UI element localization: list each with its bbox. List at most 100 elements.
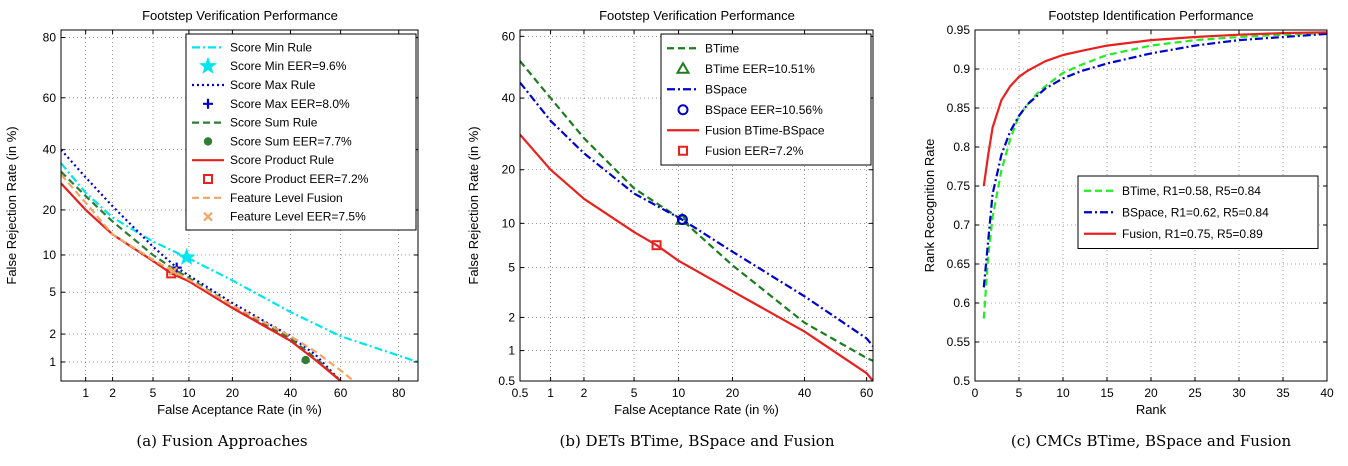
y-tick-label: 0.6: [953, 296, 970, 310]
figure-caption: (c) CMCs BTime, BSpace and Fusion: [1011, 432, 1292, 450]
x-tick-label: 2: [581, 386, 588, 400]
legend-label: Feature Level EER=7.5%: [230, 210, 366, 224]
x-tick-label: 60: [860, 386, 874, 400]
x-tick-label: 40: [798, 386, 812, 400]
chart-panel-3: 0 5 10 15 20 25 30 35 40 0.5 0.55 0.6 0.65 0.7 0.75 0.8…: [922, 8, 1334, 450]
x-tick-label: 20: [1144, 386, 1158, 400]
series-group: [520, 60, 873, 381]
legend-label: Score Min EER=9.6%: [230, 59, 347, 73]
chart-panel-2: 0.5 1 2 5 10 20 40 60 0.5 1 2 5 10 20 40 60 Footstep Ver…: [466, 8, 874, 450]
y-tick-label: 0.75: [947, 179, 971, 193]
series-line: [61, 182, 342, 381]
legend-swatch: [203, 211, 213, 222]
legend-label: Score Sum Rule: [230, 116, 318, 130]
y-tick-label: 40: [43, 143, 57, 157]
plot-frame: [60, 29, 419, 382]
legend-label: BSpace EER=10.56%: [705, 103, 823, 117]
y-tick-label: 10: [502, 216, 516, 230]
legend-box: [185, 33, 417, 231]
chart-panel-1: 1 2 5 10 20 40 60 80 1 2 5 10 20 40 60 80 Footstep Verif…: [4, 8, 419, 450]
legend-swatch: [678, 145, 688, 156]
legend-label: BSpace, R1=0.62, R5=0.84: [1122, 205, 1269, 219]
legend-label: Score Sum EER=7.7%: [230, 134, 352, 148]
x-tick-label: 80: [392, 386, 406, 400]
x-tick-label: 30: [1232, 386, 1246, 400]
eer-marker: [168, 266, 179, 276]
x-axis-label: Rank: [1136, 402, 1167, 417]
y-axis-label: False Rejection Rate (in %): [466, 126, 481, 284]
y-tick-label: 0.8: [953, 140, 970, 154]
x-tick-label: 60: [334, 386, 348, 400]
y-tick-label: 40: [502, 91, 516, 105]
legend-box: [660, 33, 872, 166]
x-tick-label: 10: [1056, 386, 1070, 400]
x-axis-label: False Aceptance Rate (in %): [614, 402, 779, 417]
y-tick-label: 0.65: [947, 257, 971, 271]
legend-label: Fusion, R1=0.75, R5=0.89: [1122, 227, 1263, 241]
legend: BTime BTime EER=10.51% BSpace BSpace EER=10…: [660, 33, 872, 166]
y-tick-label: 0.7: [953, 218, 970, 232]
x-tick-label: 1: [82, 386, 89, 400]
y-axis-label: False Rejection Rate (in %): [4, 126, 19, 284]
legend-label: Score Min Rule: [230, 40, 312, 54]
y-tick-label: 1: [49, 355, 56, 369]
y-tick-label: 20: [43, 203, 57, 217]
legend: Score Min Rule Score Min EER=9.6% Score Ma…: [185, 33, 417, 231]
legend-label: BTime: [705, 41, 740, 55]
y-tick-label: 2: [508, 310, 515, 324]
x-tick-label: 5: [1016, 386, 1023, 400]
series-line: [520, 81, 873, 347]
legend: BTime, R1=0.58, R5=0.84 BSpace, R1=0.62, …: [1077, 175, 1319, 249]
legend-swatch: [203, 137, 213, 146]
legend-label: Score Product Rule: [230, 153, 334, 167]
x-tick-label: 1: [547, 386, 554, 400]
x-tick-label: 20: [226, 386, 240, 400]
y-tick-label: 80: [43, 31, 57, 45]
y-tick-label: 5: [508, 261, 515, 275]
legend-label: BTime EER=10.51%: [705, 62, 815, 76]
x-tick-label: 10: [672, 386, 686, 400]
legend-label: Score Max Rule: [230, 78, 316, 92]
legend-swatch: [203, 98, 213, 109]
x-tick-label: 5: [631, 386, 638, 400]
series-group: [61, 148, 418, 381]
x-tick-label: 15: [1100, 386, 1114, 400]
x-axis-label: False Aceptance Rate (in %): [157, 402, 322, 417]
x-tick-label: 40: [1320, 386, 1334, 400]
y-tick-label: 2: [49, 327, 56, 341]
chart-title: Footstep Verification Performance: [142, 8, 338, 23]
y-tick-label: 60: [43, 91, 57, 105]
legend-swatch: [203, 174, 213, 184]
x-tick-label: 40: [284, 386, 298, 400]
legend-label: Fusion EER=7.2%: [705, 144, 804, 158]
y-tick-label: 10: [43, 248, 57, 262]
x-tick-label: 5: [150, 386, 157, 400]
x-tick-label: 35: [1276, 386, 1290, 400]
series-line: [61, 173, 355, 381]
legend-box: [1077, 175, 1319, 249]
series-line: [520, 133, 873, 381]
x-tick-label: 25: [1188, 386, 1202, 400]
series-line: [61, 162, 418, 364]
y-tick-label: 1: [508, 344, 515, 358]
figure-caption: (a) Fusion Approaches: [136, 432, 307, 450]
x-tick-label: 0.5: [512, 386, 529, 400]
x-tick-label: 2: [109, 386, 116, 400]
series-line: [61, 148, 342, 381]
legend-label: BSpace: [705, 82, 747, 96]
x-tick-label: 10: [182, 386, 196, 400]
legend-label: Feature Level Fusion: [230, 191, 343, 205]
x-tick-label: 20: [726, 386, 740, 400]
x-tick-label: 0: [972, 386, 979, 400]
y-tick-label: 5: [49, 285, 56, 299]
y-tick-label: 0.5: [953, 374, 970, 388]
y-tick-label: 0.85: [947, 101, 971, 115]
legend-label: Score Product EER=7.2%: [230, 172, 369, 186]
legend-swatch: [675, 61, 691, 74]
chart-title: Footstep Verification Performance: [599, 8, 795, 23]
y-tick-label: 60: [502, 29, 516, 43]
eer-marker: [301, 355, 310, 365]
plot-frame: [519, 29, 874, 382]
series-line: [982, 31, 1327, 187]
series-line: [61, 170, 342, 381]
